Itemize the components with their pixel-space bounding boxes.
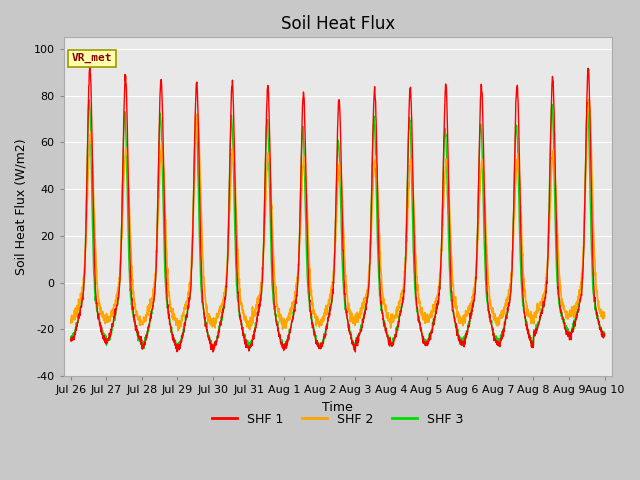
SHF 3 [601, 330, 609, 336]
SHF 2 [175, 328, 182, 334]
SHF 1 [216, 323, 224, 328]
Line: SHF 1: SHF 1 [70, 67, 605, 352]
Title: Soil Heat Flux: Soil Heat Flux [280, 15, 395, 33]
SHF 2 [353, 313, 361, 319]
SHF 3 [365, 275, 372, 281]
X-axis label: Time: Time [323, 400, 353, 413]
Line: SHF 3: SHF 3 [70, 100, 605, 349]
SHF 2 [585, 97, 593, 103]
SHF 1 [569, 326, 577, 332]
SHF 2 [216, 309, 223, 314]
Legend: SHF 1, SHF 2, SHF 3: SHF 1, SHF 2, SHF 3 [207, 408, 468, 431]
SHF 1 [554, 274, 562, 280]
SHF 3 [67, 336, 74, 341]
SHF 3 [493, 337, 501, 343]
SHF 3 [569, 321, 577, 326]
Text: VR_met: VR_met [72, 53, 112, 63]
SHF 2 [67, 320, 74, 326]
Y-axis label: Soil Heat Flux (W/m2): Soil Heat Flux (W/m2) [15, 138, 28, 275]
SHF 2 [493, 319, 500, 325]
SHF 2 [569, 310, 577, 315]
SHF 3 [281, 346, 289, 352]
SHF 1 [86, 64, 94, 70]
SHF 1 [209, 349, 217, 355]
SHF 3 [85, 97, 93, 103]
SHF 2 [365, 269, 372, 275]
SHF 1 [67, 337, 74, 343]
SHF 1 [493, 342, 501, 348]
Line: SHF 2: SHF 2 [70, 100, 605, 331]
SHF 2 [601, 313, 609, 319]
SHF 3 [216, 321, 223, 326]
SHF 1 [353, 339, 361, 345]
SHF 3 [554, 291, 562, 297]
SHF 1 [601, 332, 609, 338]
SHF 1 [365, 281, 372, 287]
SHF 3 [353, 335, 361, 340]
SHF 2 [554, 231, 561, 237]
